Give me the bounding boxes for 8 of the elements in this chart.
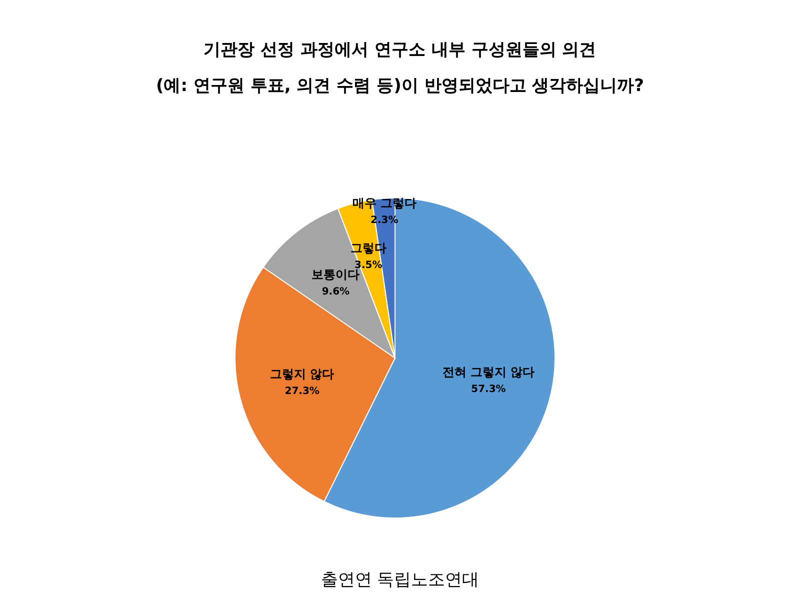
data-label: 57.3% [471, 384, 506, 395]
slice-label: 전혀 그렇지 않다 [442, 364, 535, 379]
text: 출연연 독립노조연대 [320, 570, 480, 590]
chart-title: 기관장 선정 과정에서 연구소 내부 구성원들의 의견 (예: 연구원 투표, 의견 수렴 등)이 반영되었다고 생각하십니까? [156, 40, 644, 96]
data-label: 27.3% [284, 386, 320, 398]
data-label: 9.6% [322, 286, 350, 298]
slice-label: 그렇지 않다 [270, 367, 334, 382]
slice-label: 보통이다 [312, 268, 360, 282]
